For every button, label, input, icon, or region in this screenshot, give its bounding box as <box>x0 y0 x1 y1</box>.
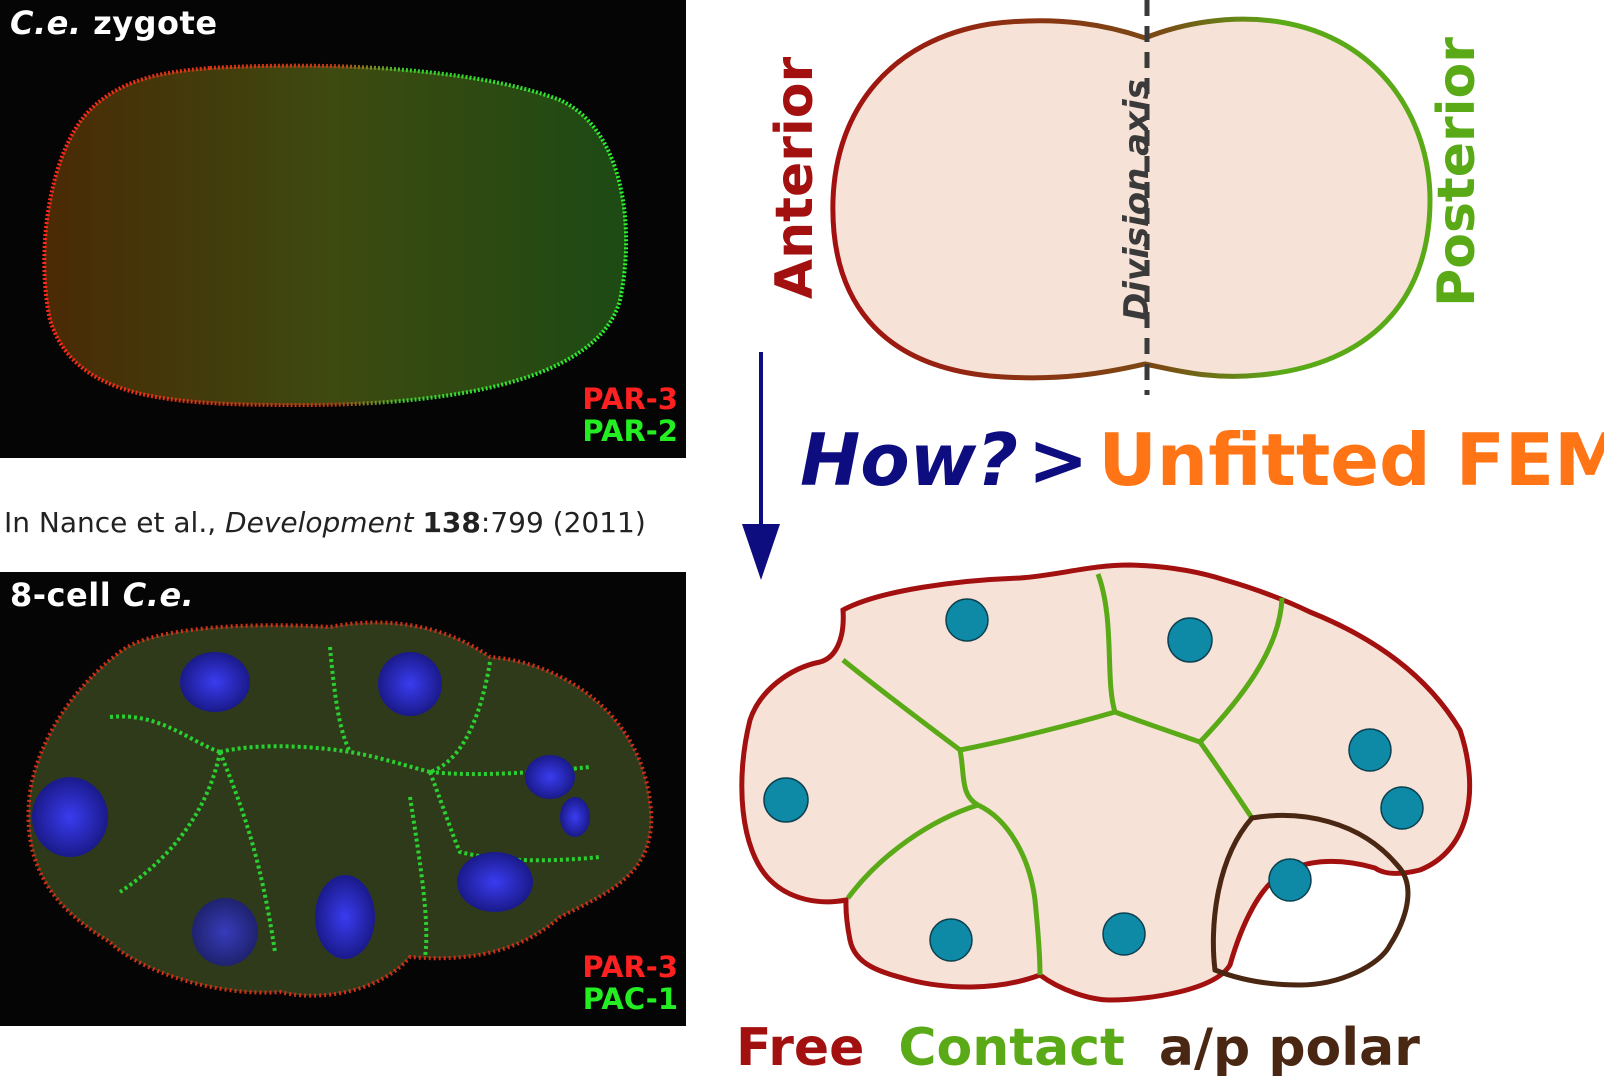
zygote-image <box>0 0 686 458</box>
eight-cell-micrograph: 8-cell C.e. PAR-3 PAC-1 <box>0 572 686 1026</box>
how-arrow: > <box>1028 418 1089 502</box>
down-arrow-head <box>742 524 780 580</box>
schematic-diagrams: Division axis Anterior Posterior <box>739 0 1487 1003</box>
eight-cell-image <box>0 572 686 1026</box>
nucleus <box>315 875 375 959</box>
eight-cell-panel-title: 8-cell C.e. <box>10 576 195 614</box>
contact-membranes <box>841 573 1285 976</box>
nucleus <box>1348 728 1392 772</box>
legend-par3: PAR-3 <box>582 950 678 984</box>
zygote-cell <box>42 63 629 408</box>
zygote-micrograph: C.e. zygote PAR-3 PAR-2 <box>0 0 686 458</box>
nucleus <box>929 918 973 962</box>
nucleus <box>1102 912 1146 956</box>
method-heading: How? > Unfitted FEM <box>800 420 1604 500</box>
nucleus <box>1167 617 1213 663</box>
nucleus <box>378 652 442 716</box>
legend-polar: a/p polar <box>1158 1018 1420 1078</box>
nucleus <box>180 652 250 712</box>
nucleus <box>560 797 590 837</box>
zygote-panel-title: C.e. zygote <box>10 4 218 42</box>
posterior-label: Posterior <box>1427 37 1487 307</box>
nucleus <box>32 777 108 857</box>
eight-cell-schematic <box>739 562 1473 1003</box>
nucleus <box>763 777 809 823</box>
legend-par2: PAR-2 <box>582 414 678 448</box>
anterior-label: Anterior <box>765 57 825 300</box>
nucleus <box>457 852 533 912</box>
cell-membranes <box>109 646 601 958</box>
legend-par3: PAR-3 <box>582 382 678 416</box>
nucleus <box>1268 858 1312 902</box>
nucleus <box>945 598 989 642</box>
schematic-nuclei <box>763 598 1424 962</box>
nucleus <box>1380 786 1424 830</box>
citation: In Nance et al., Development 138:799 (20… <box>4 506 646 539</box>
legend-contact: Contact <box>898 1018 1125 1078</box>
legend-free: Free <box>736 1018 865 1078</box>
legend-pac1: PAC-1 <box>582 982 678 1016</box>
nucleus <box>525 755 575 799</box>
division-axis-label: Division axis <box>1117 79 1157 321</box>
unfitted-fem-label: Unfitted FEM <box>1098 418 1604 502</box>
eight-cell-legend: PAR-3 PAC-1 <box>582 951 678 1015</box>
zygote-schematic <box>830 16 1433 381</box>
nucleus <box>192 898 258 966</box>
membrane-legend: Free Contact a/p polar <box>736 1018 1420 1078</box>
polar-membrane <box>1210 813 1411 988</box>
zygote-legend: PAR-3 PAR-2 <box>582 383 678 447</box>
how-question: How? <box>800 418 1019 502</box>
